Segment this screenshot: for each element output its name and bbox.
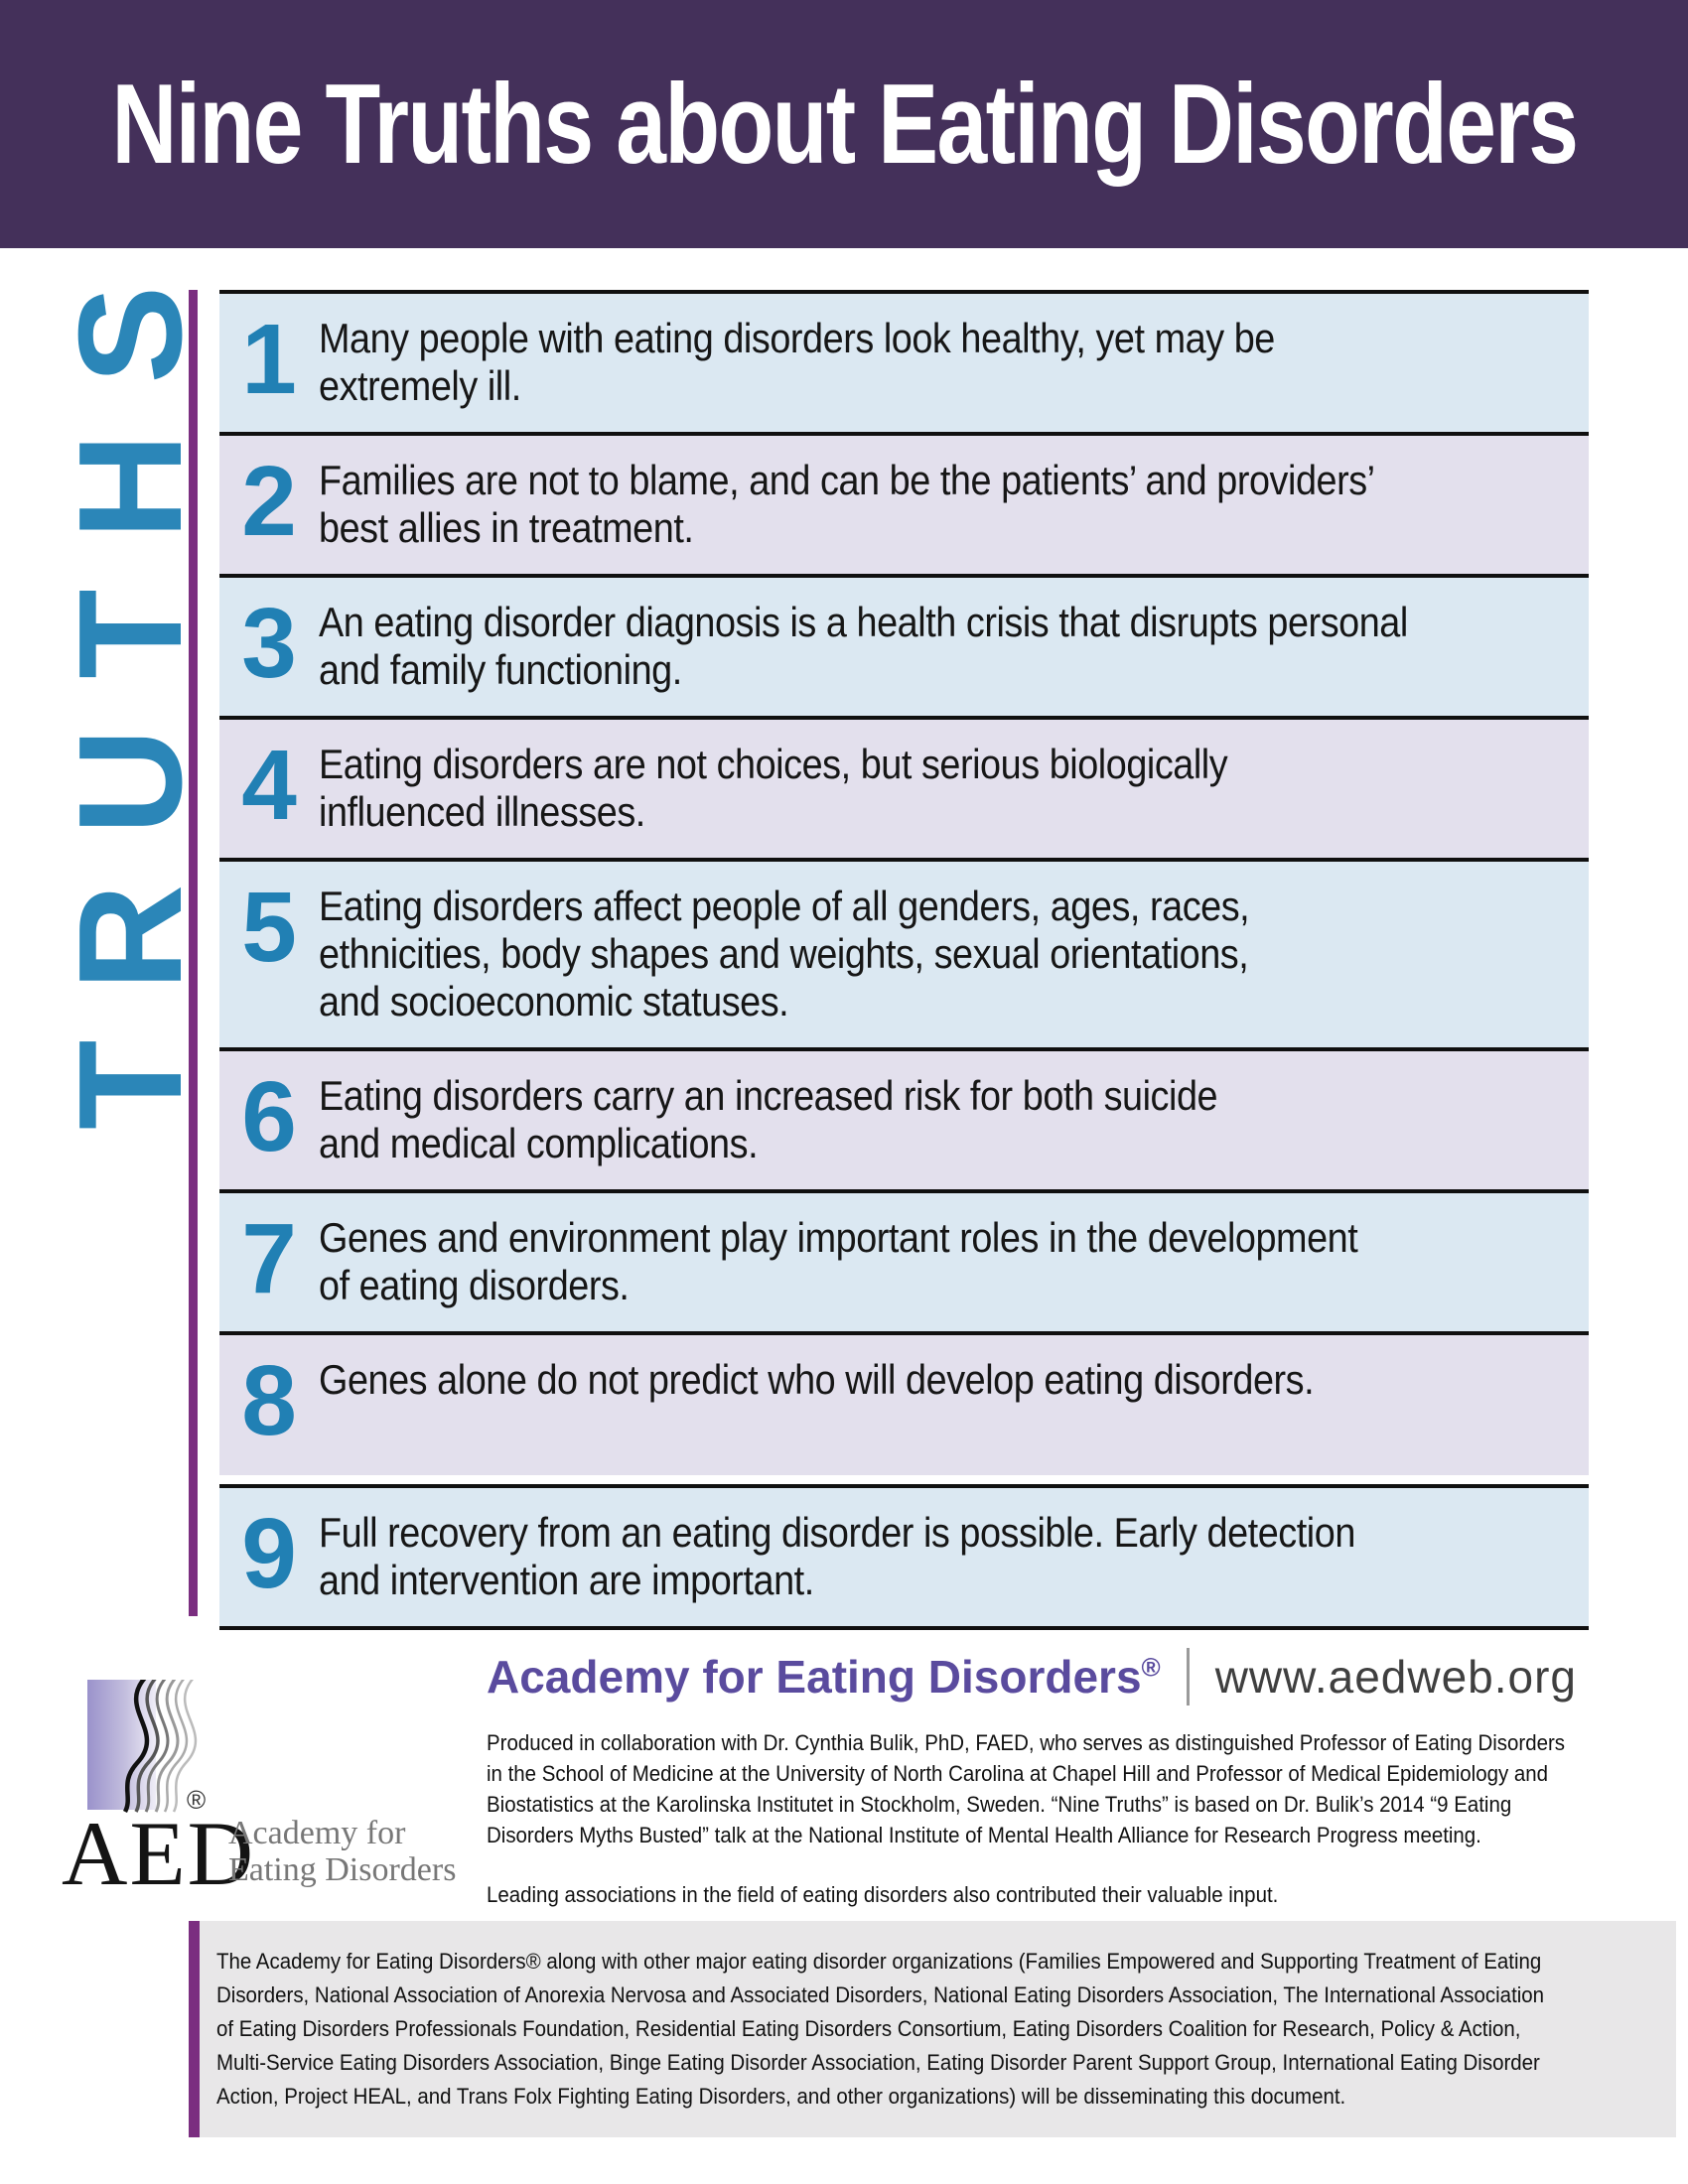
disclaimer-section: The Academy for Eating Disorders® along …	[189, 1921, 1676, 2137]
truth-number: 7	[241, 1203, 297, 1314]
truth-text: Eating disorders carry an increased risk…	[319, 1072, 1218, 1166]
disclaimer-accent-bar	[189, 1921, 200, 2137]
truth-number: 4	[241, 730, 297, 841]
org-website: www.aedweb.org	[1214, 1651, 1578, 1703]
aed-logo-name: Academy for Eating Disorders	[228, 1815, 456, 1888]
truths-sidebar-label: TRUTHS	[49, 235, 212, 1130]
truth-text: Eating disorders affect people of all ge…	[319, 883, 1250, 1024]
aed-logo-name-line1: Academy for	[228, 1815, 406, 1851]
aed-logo: ® AED Academy for Eating Disorders	[62, 1680, 498, 1904]
truth-number: 1	[241, 304, 297, 415]
aed-acronym: AED	[62, 1803, 256, 1904]
disclaimer-box: The Academy for Eating Disorders® along …	[200, 1921, 1676, 2137]
truth-row-7: 7 Genes and environment play important r…	[219, 1189, 1589, 1331]
truths-divider-line	[189, 290, 198, 1616]
truth-number: 8	[241, 1345, 297, 1456]
truth-text: Full recovery from an eating disorder is…	[319, 1509, 1355, 1603]
truth-text: Genes alone do not predict who will deve…	[319, 1356, 1315, 1403]
truth-row-8: 8 Genes alone do not predict who will de…	[219, 1331, 1589, 1475]
aed-logo-art	[87, 1680, 198, 1814]
page-title: Nine Truths about Eating Disorders	[111, 61, 1579, 188]
registered-mark-icon: ®	[187, 1785, 207, 1815]
truth-text: Many people with eating disorders look h…	[319, 315, 1275, 409]
truth-number: 6	[241, 1061, 297, 1172]
truth-text: Families are not to blame, and can be th…	[319, 457, 1375, 551]
truth-row-4: 4 Eating disorders are not choices, but …	[219, 716, 1589, 858]
truth-text: Genes and environment play important rol…	[319, 1214, 1358, 1308]
truth-row-5: 5 Eating disorders affect people of all …	[219, 858, 1589, 1047]
org-title: Academy for Eating Disorders®	[487, 1651, 1161, 1703]
header-banner: Nine Truths about Eating Disorders	[0, 0, 1688, 248]
footer-heading: Academy for Eating Disorders® www.aedweb…	[487, 1648, 1577, 1706]
truth-text: Eating disorders are not choices, but se…	[319, 741, 1228, 835]
truth-number: 2	[241, 446, 297, 557]
truth-row-3: 3 An eating disorder diagnosis is a heal…	[219, 574, 1589, 716]
disclaimer-text: The Academy for Eating Disorders® along …	[216, 1949, 1545, 2109]
registered-mark-icon: ®	[1141, 1652, 1161, 1683]
truth-row-2: 2 Families are not to blame, and can be …	[219, 432, 1589, 574]
truths-list: 1 Many people with eating disorders look…	[219, 290, 1589, 1630]
truth-row-9: 9 Full recovery from an eating disorder …	[219, 1484, 1589, 1630]
truth-number: 3	[241, 588, 297, 699]
truth-number: 5	[241, 872, 297, 983]
collaboration-paragraph: Produced in collaboration with Dr. Cynth…	[487, 1730, 1566, 1847]
truth-number: 9	[241, 1498, 297, 1609]
truth-row-1: 1 Many people with eating disorders look…	[219, 290, 1589, 432]
aed-logo-name-line2: Eating Disorders	[228, 1851, 457, 1888]
heading-divider	[1186, 1648, 1190, 1706]
truth-row-6: 6 Eating disorders carry an increased ri…	[219, 1047, 1589, 1189]
contributors-paragraph: Leading associations in the field of eat…	[487, 1882, 1279, 1907]
truth-text: An eating disorder diagnosis is a health…	[319, 599, 1408, 693]
